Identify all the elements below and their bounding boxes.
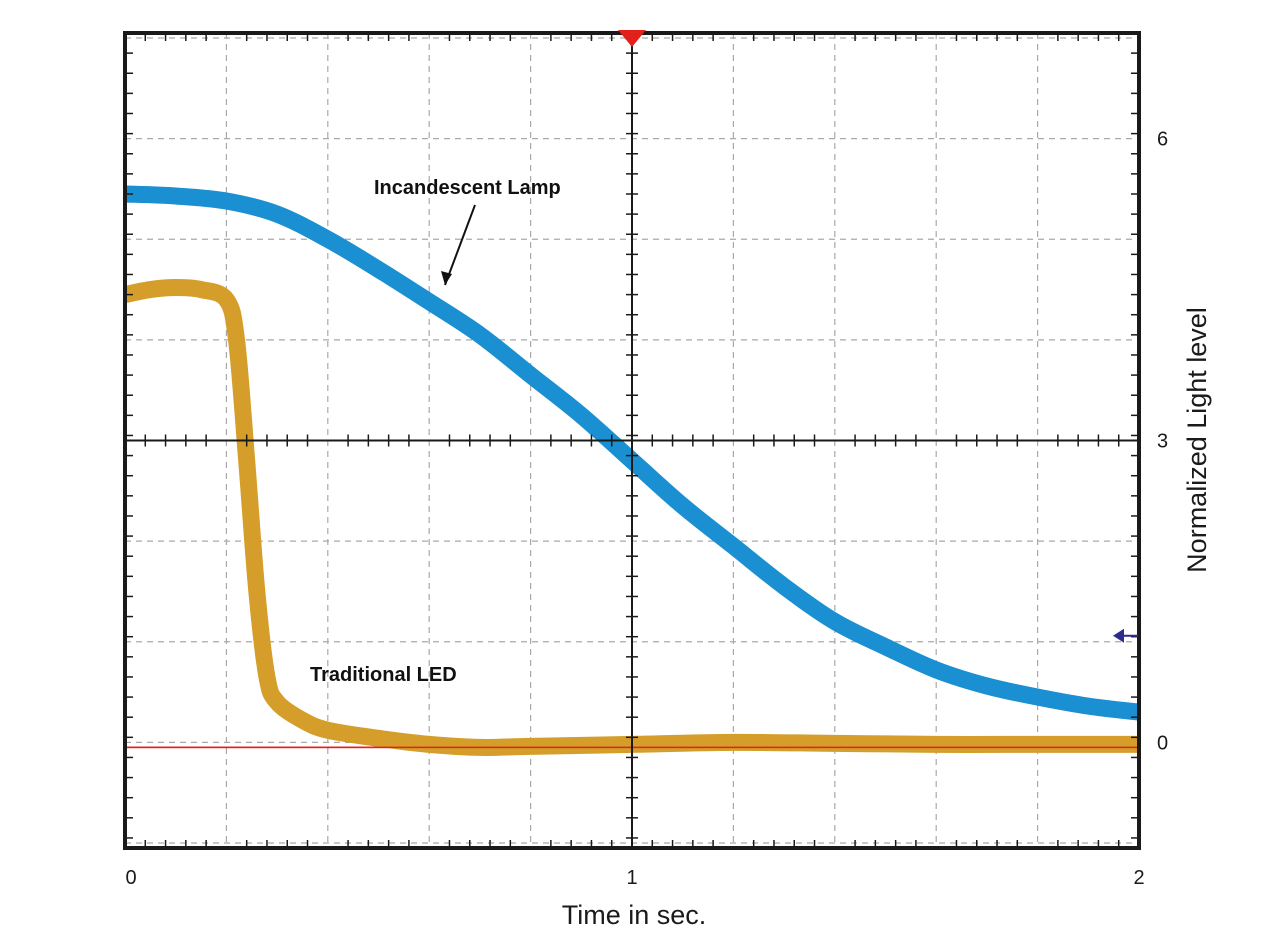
labels: 0 1 2 0 3 6 [125, 30, 1168, 889]
x-axis-title: Time in sec. [562, 900, 707, 930]
level-marker [1113, 628, 1124, 643]
y-tick-label: 6 [1157, 129, 1168, 151]
traditional-led-series-line [123, 279, 1139, 756]
x-tick-label: 0 [125, 867, 136, 889]
annotation-arrow-head [441, 271, 452, 285]
trigger-marker [618, 30, 646, 47]
incandescent-lamp-annotation: Incandescent Lamp [374, 177, 561, 199]
y-tick-label: 0 [1157, 732, 1168, 754]
x-tick-label: 2 [1133, 867, 1144, 889]
axes [123, 31, 1141, 850]
y-tick-label: 3 [1157, 431, 1168, 453]
traditional-led-annotation: Traditional LED [310, 664, 457, 686]
ticks [125, 33, 1139, 848]
y-axis-title: Normalized Light level [1182, 307, 1212, 573]
x-tick-label: 1 [626, 867, 637, 889]
annotation-arrow-line [444, 204, 476, 286]
